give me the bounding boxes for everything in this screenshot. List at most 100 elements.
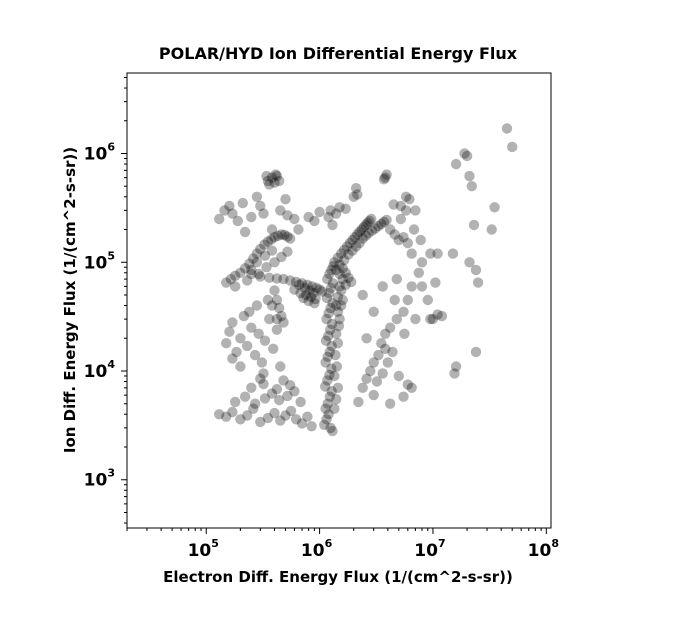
- data-point: [450, 361, 462, 372]
- data-point: [331, 264, 342, 276]
- data-point: [352, 229, 363, 240]
- data-point: [486, 224, 497, 235]
- ticks-layer: [121, 77, 547, 534]
- data-point: [266, 224, 278, 235]
- y-tick-label: 106: [84, 141, 116, 165]
- data-point: [432, 309, 443, 320]
- data-point: [331, 361, 343, 372]
- y-tick-label: 104: [84, 358, 116, 382]
- data-point: [302, 279, 313, 290]
- data-point: [464, 170, 475, 182]
- data-point: [382, 357, 393, 368]
- data-point: [325, 422, 336, 434]
- data-point: [325, 302, 336, 314]
- data-point: [391, 273, 402, 285]
- data-point: [425, 313, 436, 325]
- data-point: [376, 338, 387, 349]
- data-point: [242, 410, 253, 421]
- data-point: [336, 285, 347, 296]
- data-point: [269, 232, 280, 243]
- data-point: [470, 346, 482, 358]
- data-point: [224, 326, 235, 337]
- data-point: [395, 200, 406, 212]
- data-point: [275, 361, 286, 372]
- data-point: [255, 200, 266, 212]
- data-point: [235, 414, 246, 425]
- data-point: [272, 230, 284, 241]
- data-point: [327, 219, 338, 231]
- data-point: [340, 267, 351, 278]
- data-point: [410, 205, 421, 216]
- data-point: [501, 123, 513, 134]
- data-point: [290, 276, 302, 288]
- data-point: [230, 396, 241, 408]
- data-point: [340, 279, 351, 290]
- data-point: [255, 373, 266, 384]
- data-point: [358, 222, 369, 233]
- data-point: [314, 284, 325, 295]
- data-point: [373, 349, 384, 361]
- data-point: [373, 220, 384, 232]
- data-point: [380, 343, 391, 354]
- data-point: [249, 398, 261, 409]
- data-point: [320, 403, 331, 414]
- data-point: [276, 251, 287, 263]
- data-point: [360, 230, 371, 241]
- data-point: [388, 199, 399, 210]
- data-point: [361, 333, 372, 344]
- data-point: [416, 281, 428, 292]
- data-point: [248, 403, 259, 414]
- data-point: [466, 181, 477, 192]
- data-point: [464, 257, 475, 268]
- data-point: [296, 418, 308, 429]
- data-point: [235, 333, 246, 344]
- data-point: [309, 215, 320, 227]
- data-point: [299, 282, 310, 294]
- x-tick-label: 108: [528, 537, 559, 561]
- data-point: [276, 310, 287, 322]
- data-point: [303, 295, 314, 307]
- data-point: [278, 273, 289, 285]
- data-point: [307, 281, 318, 292]
- data-point: [298, 292, 309, 304]
- data-point: [378, 216, 390, 228]
- data-point: [354, 226, 365, 238]
- data-point: [261, 262, 272, 273]
- y-tick-label: 105: [84, 249, 115, 273]
- data-point: [270, 169, 281, 180]
- data-point: [214, 409, 225, 420]
- data-point: [395, 213, 406, 225]
- data-point: [271, 313, 283, 325]
- data-point: [332, 338, 344, 349]
- data-point: [274, 394, 285, 406]
- data-point: [271, 294, 283, 306]
- data-point: [334, 259, 345, 270]
- data-point: [227, 353, 238, 364]
- data-point: [269, 285, 280, 296]
- data-point: [354, 237, 365, 249]
- data-point: [304, 285, 315, 296]
- data-point: [413, 267, 424, 278]
- data-point: [258, 378, 269, 390]
- data-point: [343, 272, 354, 283]
- data-point: [269, 177, 280, 188]
- data-point: [271, 384, 283, 395]
- data-point: [327, 278, 339, 289]
- data-point: [430, 277, 441, 288]
- data-point: [326, 264, 337, 276]
- data-point: [327, 425, 338, 437]
- data-point: [323, 308, 334, 319]
- data-point: [489, 202, 500, 213]
- data-point: [339, 244, 350, 256]
- data-point: [336, 300, 347, 311]
- data-point: [227, 406, 238, 418]
- data-point: [282, 390, 293, 402]
- data-point: [326, 340, 337, 352]
- data-point: [380, 328, 391, 339]
- data-point: [377, 368, 388, 379]
- data-point: [322, 375, 333, 386]
- data-point: [302, 411, 313, 422]
- data-point: [323, 211, 334, 223]
- data-point: [251, 191, 263, 202]
- data-point: [237, 197, 248, 209]
